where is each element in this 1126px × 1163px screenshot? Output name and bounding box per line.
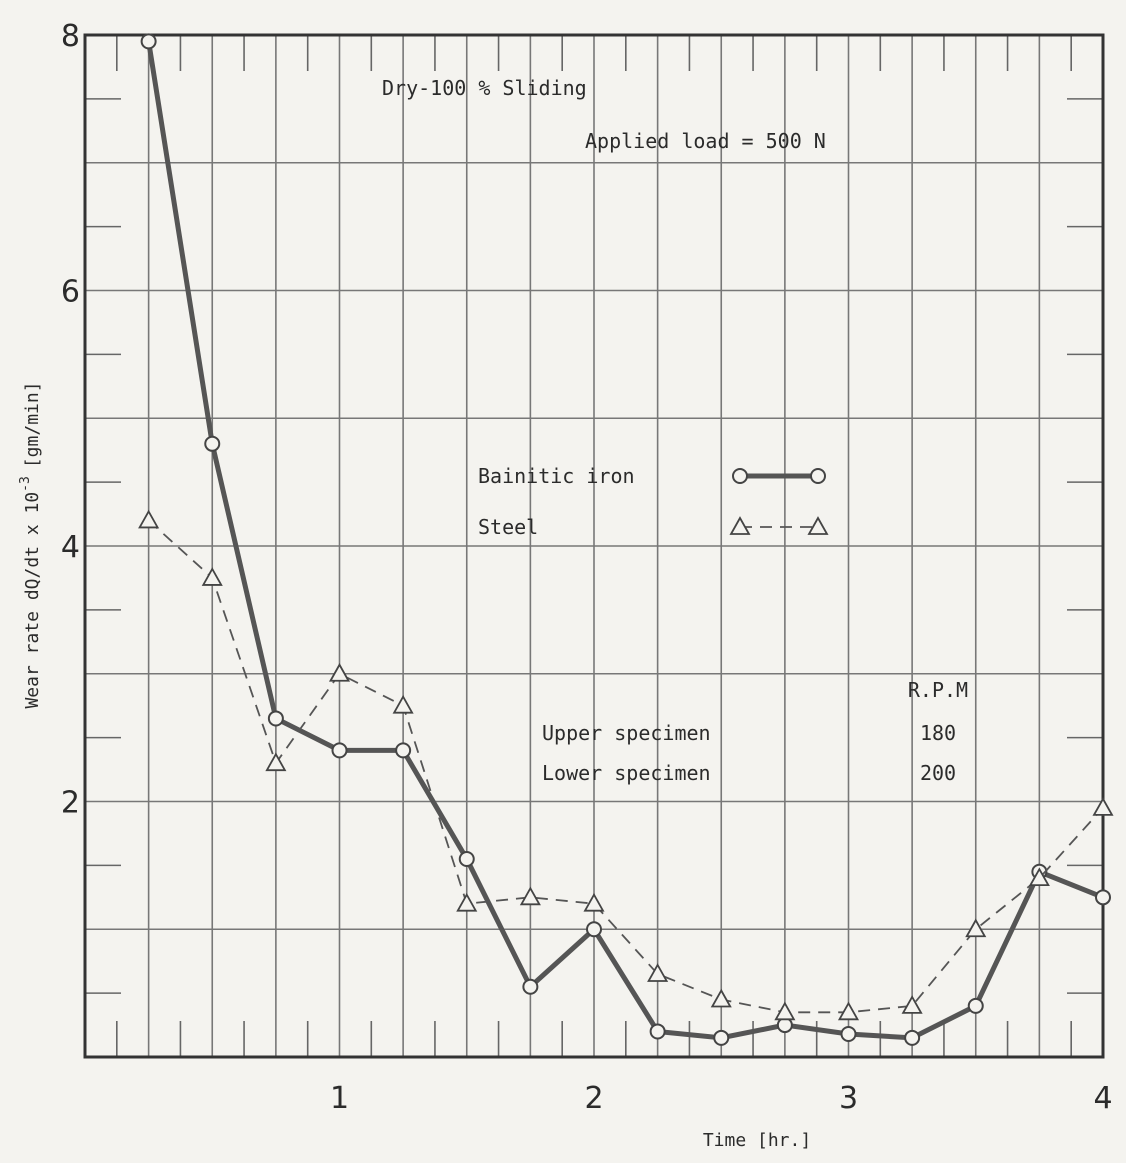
data-point-circle <box>840 1026 857 1043</box>
y-tick-label: 2 <box>61 786 80 821</box>
data-point-circle <box>904 1029 921 1046</box>
legend-marker-triangle <box>807 516 829 535</box>
data-point-triangle <box>647 963 669 982</box>
legend-label: Bainitic iron <box>478 464 635 488</box>
data-point-triangle <box>1092 797 1114 816</box>
data-point-circle <box>267 710 284 727</box>
data-point-circle <box>395 742 412 759</box>
upper-specimen-label: Upper specimen <box>542 721 711 745</box>
y-tick-label: 6 <box>61 275 80 310</box>
upper-specimen-rpm: 180 <box>920 721 956 745</box>
plot-frame <box>83 33 1105 1059</box>
rpm-header: R.P.M <box>908 678 968 702</box>
data-point-triangle <box>837 1001 860 1021</box>
lower-specimen-label: Lower specimen <box>542 761 711 785</box>
legend-marker-circle <box>732 468 748 484</box>
data-point-triangle <box>201 567 223 586</box>
data-point-circle <box>713 1029 730 1046</box>
series-line-solid <box>146 40 1104 1041</box>
data-point-triangle <box>328 662 351 682</box>
data-point-triangle <box>710 988 732 1008</box>
x-tick-label: 1 <box>330 1081 349 1116</box>
data-point-triangle <box>901 995 923 1014</box>
data-point-triangle <box>456 892 478 912</box>
data-point-circle <box>204 435 221 452</box>
load-annotation: Applied load = 500 N <box>585 129 826 153</box>
data-point-circle <box>1095 889 1111 906</box>
data-point-triangle <box>965 918 987 938</box>
condition-annotation: Dry-100 % Sliding <box>382 76 587 100</box>
y-axis-label: Wear rate dQ/dt x 10-3 [gm/min] <box>18 381 43 708</box>
data-point-circle <box>140 33 157 50</box>
series-layer <box>138 33 1114 1046</box>
data-point-triangle <box>583 892 605 912</box>
y-tick-label: 8 <box>61 19 80 54</box>
legend-marker-triangle <box>729 516 751 535</box>
series-line-dashed <box>148 519 1104 1014</box>
x-tick-label: 3 <box>839 1081 858 1116</box>
y-tick-label: 4 <box>61 530 80 565</box>
legend: Bainitic iron Steel <box>478 464 829 539</box>
lower-specimen-rpm: 200 <box>920 761 956 785</box>
x-axis-label: Time [hr.] <box>703 1130 811 1151</box>
data-point-triangle <box>519 886 541 906</box>
x-tick-label: 4 <box>1093 1081 1112 1116</box>
data-point-circle <box>458 850 475 867</box>
data-point-triangle <box>1028 867 1050 887</box>
data-point-circle <box>649 1023 666 1040</box>
legend-marker-circle <box>810 468 826 484</box>
axis-tick-labels: 2 4 6 8 1 2 3 4 <box>61 19 1113 1116</box>
series-bainitic-iron <box>140 33 1111 1046</box>
grid <box>85 35 1103 1057</box>
minor-ticks <box>85 35 1103 1057</box>
y-axis-label-main: Wear rate dQ/dt x 10 <box>22 492 43 709</box>
data-point-circle <box>331 742 348 759</box>
data-point-circle <box>586 921 602 938</box>
legend-label: Steel <box>478 515 538 539</box>
y-axis-label-exponent: -3 <box>18 476 33 492</box>
data-point-circle <box>522 978 539 995</box>
data-point-triangle <box>774 1001 796 1021</box>
y-axis-label-units: [gm/min] <box>22 381 43 468</box>
data-point-triangle <box>265 752 287 772</box>
data-point-triangle <box>138 509 160 529</box>
data-point-triangle <box>392 694 414 714</box>
x-tick-label: 2 <box>584 1081 603 1116</box>
series-steel <box>138 509 1114 1021</box>
data-point-circle <box>967 997 984 1014</box>
